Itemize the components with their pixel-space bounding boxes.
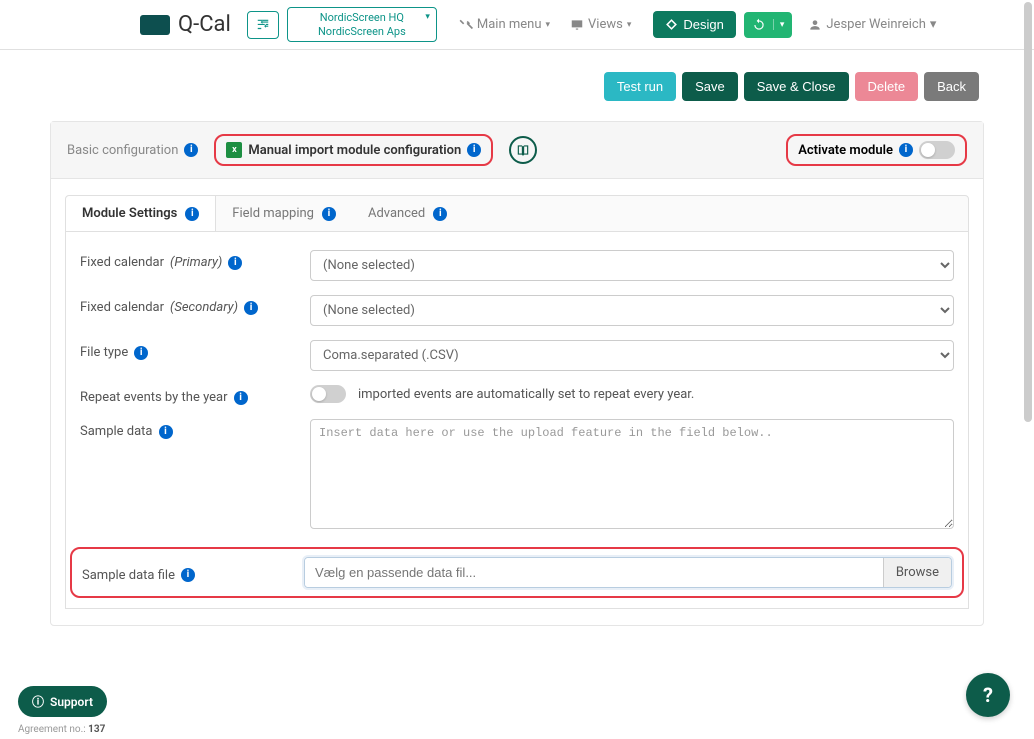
app-header: Q-Cal NordicScreen HQ NordicScreen Aps M…: [0, 0, 1034, 50]
back-button[interactable]: Back: [924, 72, 979, 101]
activate-label: Activate module: [798, 143, 893, 158]
ruler-icon: [665, 18, 678, 31]
label-file-type: File type i: [80, 340, 310, 360]
tools-icon: [459, 18, 473, 32]
browse-button[interactable]: Browse: [883, 558, 951, 587]
info-icon: i: [433, 207, 447, 221]
refresh-button[interactable]: ▾: [744, 12, 793, 38]
label-fixed-calendar-secondary: Fixed calendar (Secondary) i: [80, 295, 310, 315]
row-fixed-calendar-primary: Fixed calendar (Primary) i (None selecte…: [80, 250, 954, 281]
info-icon: i: [159, 425, 173, 439]
settings-gear-button[interactable]: [247, 11, 279, 39]
sliders-icon: [256, 18, 270, 32]
delete-button[interactable]: Delete: [855, 72, 919, 101]
info-icon: i: [134, 346, 148, 360]
company-selector[interactable]: NordicScreen HQ NordicScreen Aps: [287, 7, 437, 41]
repeat-hint: imported events are automatically set to…: [358, 387, 694, 402]
file-input-group: Browse: [304, 557, 952, 588]
test-run-button[interactable]: Test run: [604, 72, 676, 101]
row-file-type: File type i Coma.separated (.CSV): [80, 340, 954, 371]
select-file-type[interactable]: Coma.separated (.CSV): [310, 340, 954, 371]
support-button[interactable]: ⓘ Support: [18, 686, 107, 717]
save-close-button[interactable]: Save & Close: [744, 72, 849, 101]
user-icon: [808, 18, 822, 32]
tab-basic-config[interactable]: Basic configuration i: [67, 143, 198, 158]
config-panel-header: Basic configuration i x Manual import mo…: [51, 122, 983, 179]
info-icon: i: [899, 143, 913, 157]
save-button[interactable]: Save: [682, 72, 738, 101]
tab-module-settings[interactable]: Module Settings i: [66, 196, 216, 231]
label-sample-data-file: Sample data file i: [82, 563, 304, 583]
row-repeat-events: Repeat events by the year i imported eve…: [80, 385, 954, 405]
info-icon: i: [185, 207, 199, 221]
refresh-icon: [752, 18, 766, 32]
info-icon: i: [228, 256, 242, 270]
info-icon: i: [181, 568, 195, 582]
views-dropdown[interactable]: Views ▾: [564, 17, 637, 32]
chevron-down-icon: ▾: [773, 19, 785, 30]
panel-body: Module Settings i Field mapping i Advanc…: [51, 179, 983, 625]
row-sample-data-file: Sample data file i Browse: [70, 547, 964, 598]
design-button[interactable]: Design: [653, 11, 735, 38]
help-fab[interactable]: ?: [966, 673, 1010, 717]
chevron-down-icon: ▾: [627, 20, 632, 30]
action-bar: Test run Save Save & Close Delete Back: [0, 50, 1034, 121]
tab-field-mapping[interactable]: Field mapping i: [216, 196, 352, 231]
info-icon: i: [234, 391, 248, 405]
company-line2: NordicScreen Aps: [308, 25, 416, 38]
question-icon: ⓘ: [32, 693, 44, 710]
row-fixed-calendar-secondary: Fixed calendar (Secondary) i (None selec…: [80, 295, 954, 326]
tab-manual-import[interactable]: x Manual import module configuration i: [214, 134, 493, 166]
label-repeat-events: Repeat events by the year i: [80, 385, 310, 405]
info-icon: i: [184, 143, 198, 157]
config-panel: Basic configuration i x Manual import mo…: [50, 121, 984, 626]
activate-toggle[interactable]: [919, 141, 955, 159]
row-sample-data: Sample data i: [80, 419, 954, 533]
textarea-sample-data[interactable]: [310, 419, 954, 529]
company-line1: NordicScreen HQ: [308, 11, 416, 24]
user-menu[interactable]: Jesper Weinreich ▾: [808, 17, 936, 32]
logo-badge: [140, 15, 170, 35]
activate-module-group: Activate module i: [786, 134, 967, 166]
settings-tabs: Module Settings i Field mapping i Advanc…: [65, 195, 969, 232]
main-menu-dropdown[interactable]: Main menu ▾: [453, 17, 556, 32]
book-icon-button[interactable]: [509, 136, 537, 164]
label-sample-data: Sample data i: [80, 419, 310, 439]
scrollbar[interactable]: [1024, 2, 1032, 422]
chevron-down-icon: ▾: [546, 20, 551, 30]
book-icon: [516, 143, 530, 157]
form-area: Fixed calendar (Primary) i (None selecte…: [65, 232, 969, 609]
info-icon: i: [322, 207, 336, 221]
info-icon: i: [467, 143, 481, 157]
tab-advanced[interactable]: Advanced i: [352, 196, 463, 231]
file-path-input[interactable]: [305, 558, 883, 587]
info-icon: i: [244, 301, 258, 315]
excel-icon: x: [226, 142, 242, 158]
label-fixed-calendar-primary: Fixed calendar (Primary) i: [80, 250, 310, 270]
chevron-down-icon: ▾: [930, 17, 937, 32]
agreement-number: Agreement no.: 137: [18, 724, 105, 735]
select-fixed-calendar-secondary[interactable]: (None selected): [310, 295, 954, 326]
select-fixed-calendar-primary[interactable]: (None selected): [310, 250, 954, 281]
monitor-icon: [570, 18, 584, 32]
logo-text: Q-Cal: [178, 12, 231, 37]
repeat-toggle[interactable]: [310, 385, 346, 403]
